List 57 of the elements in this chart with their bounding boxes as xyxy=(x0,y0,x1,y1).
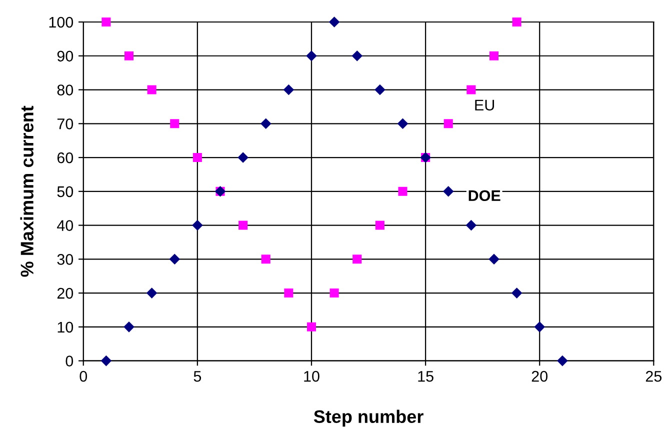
point xyxy=(329,16,340,28)
y-axis-title: % Maximum current xyxy=(20,106,34,277)
point xyxy=(124,51,134,60)
y-tick-label: 0 xyxy=(66,356,74,366)
point xyxy=(466,85,476,94)
point xyxy=(444,119,453,128)
series-label: DOE xyxy=(468,190,500,202)
point xyxy=(306,50,317,61)
point xyxy=(284,288,294,298)
point xyxy=(238,220,248,230)
point xyxy=(534,322,545,332)
point xyxy=(192,153,202,162)
point xyxy=(147,85,156,94)
y-tick-label: 100 xyxy=(49,16,74,28)
point xyxy=(170,119,180,128)
y-tick-label: 40 xyxy=(57,220,74,231)
x-tick-label: 15 xyxy=(418,371,434,382)
x-tick-label: 0 xyxy=(80,370,88,382)
point xyxy=(284,84,294,95)
point xyxy=(512,17,522,27)
point xyxy=(102,17,111,27)
point xyxy=(398,118,408,129)
x-tick-label: 20 xyxy=(532,370,548,382)
series-label: EU xyxy=(475,100,494,111)
y-tick-label: 90 xyxy=(57,50,74,62)
y-tick-label: 60 xyxy=(57,152,74,164)
point xyxy=(398,186,408,196)
point xyxy=(330,288,339,298)
point xyxy=(352,254,362,264)
y-tick-label: 30 xyxy=(57,254,74,265)
x-axis-title: Step number xyxy=(314,410,424,427)
point xyxy=(489,51,498,60)
point xyxy=(101,356,112,366)
y-tick-label: 20 xyxy=(57,288,74,299)
point xyxy=(146,288,157,298)
point xyxy=(557,356,568,366)
point xyxy=(170,254,180,264)
x-tick-label: 5 xyxy=(194,371,202,382)
point xyxy=(488,254,500,264)
y-tick-label: 70 xyxy=(57,118,74,130)
point xyxy=(260,118,271,129)
point xyxy=(124,322,134,332)
point xyxy=(238,152,248,163)
point xyxy=(374,84,386,95)
point xyxy=(375,220,384,230)
x-tick-label: 10 xyxy=(304,370,320,382)
y-tick-label: 10 xyxy=(58,322,74,333)
point xyxy=(352,50,362,61)
y-tick-label: 50 xyxy=(57,186,74,198)
point xyxy=(466,220,476,230)
point xyxy=(512,288,522,298)
point xyxy=(306,322,316,332)
point xyxy=(261,254,270,264)
point xyxy=(192,220,203,230)
y-tick-label: 80 xyxy=(57,84,74,96)
point xyxy=(443,186,454,197)
x-tick-label: 25 xyxy=(646,370,662,382)
